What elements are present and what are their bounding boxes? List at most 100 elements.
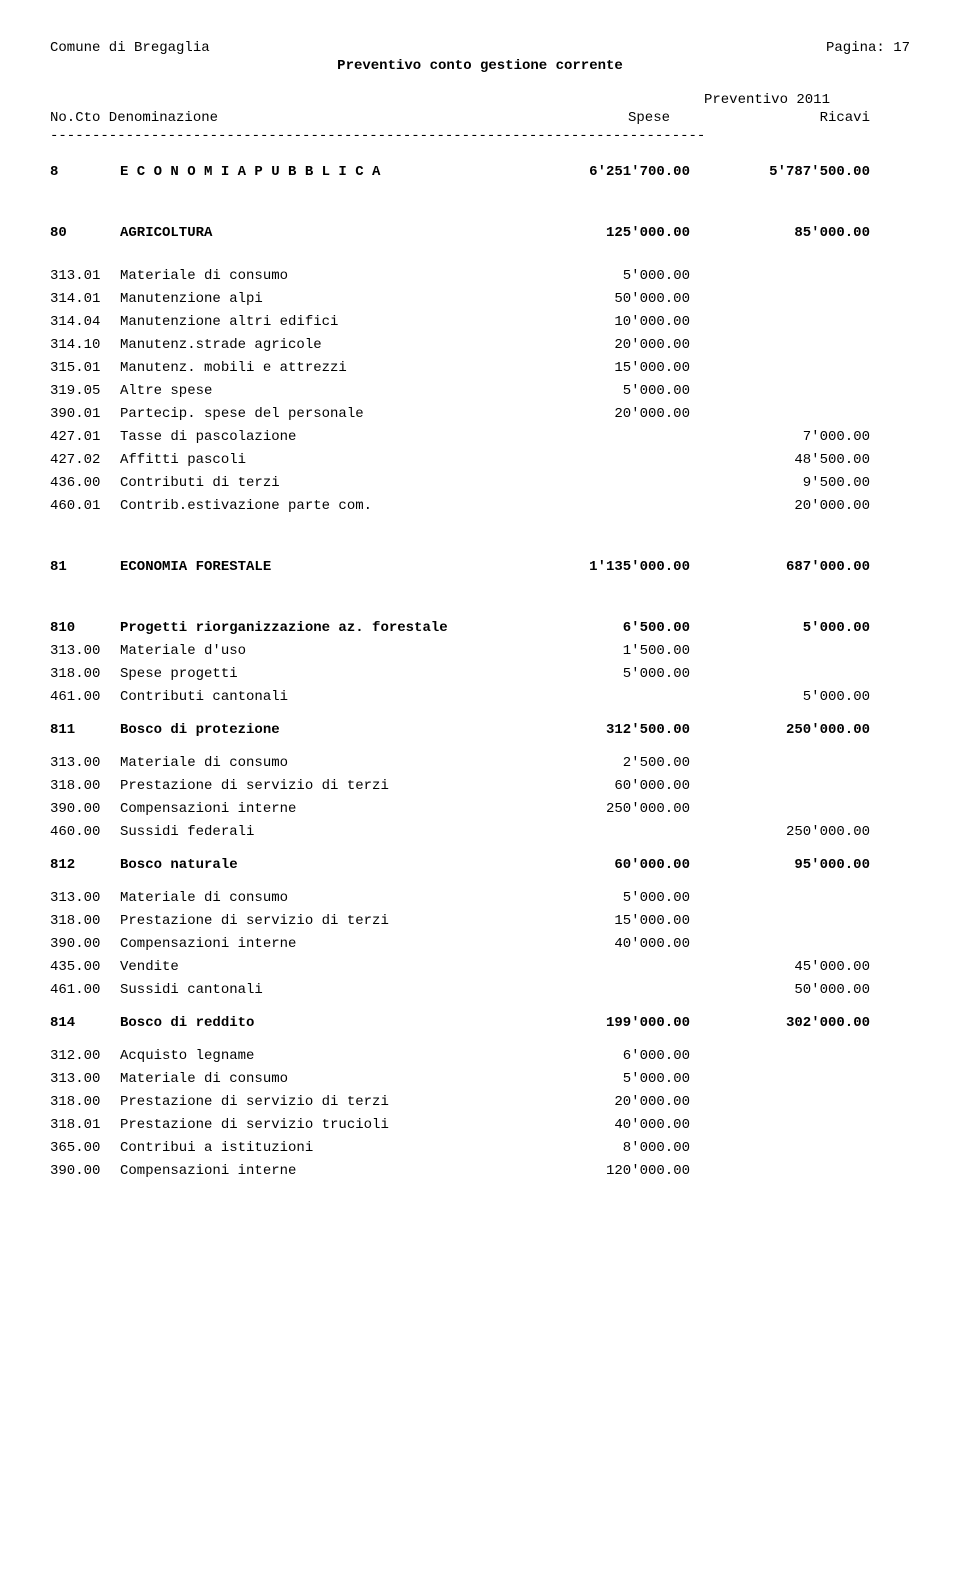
spese-value: 2'500.00 bbox=[510, 753, 690, 774]
account-description: Tasse di pascolazione bbox=[120, 427, 510, 448]
account-code: 435.00 bbox=[50, 957, 120, 978]
table-row: 318.00Prestazione di servizio di terzi15… bbox=[50, 911, 910, 932]
spese-value: 15'000.00 bbox=[510, 911, 690, 932]
ricavi-value: 48'500.00 bbox=[690, 450, 870, 471]
account-description: Compensazioni interne bbox=[120, 799, 510, 820]
account-code: 436.00 bbox=[50, 473, 120, 494]
spese-value: 6'251'700.00 bbox=[510, 162, 690, 183]
spese-value bbox=[510, 450, 690, 471]
spese-value: 15'000.00 bbox=[510, 358, 690, 379]
ricavi-value bbox=[690, 776, 870, 797]
spese-value bbox=[510, 496, 690, 517]
spese-value: 60'000.00 bbox=[510, 855, 690, 876]
account-code: 314.10 bbox=[50, 335, 120, 356]
account-description: Affitti pascoli bbox=[120, 450, 510, 471]
table-row: 812Bosco naturale60'000.0095'000.00 bbox=[50, 855, 910, 876]
spese-value: 5'000.00 bbox=[510, 664, 690, 685]
ricavi-value: 20'000.00 bbox=[690, 496, 870, 517]
spese-value: 20'000.00 bbox=[510, 1092, 690, 1113]
spese-value: 5'000.00 bbox=[510, 1069, 690, 1090]
account-description: Materiale di consumo bbox=[120, 888, 510, 909]
ricavi-value: 687'000.00 bbox=[690, 557, 870, 578]
account-description: Acquisto legname bbox=[120, 1046, 510, 1067]
col-header-left: No.Cto Denominazione bbox=[50, 110, 510, 126]
ricavi-value bbox=[690, 911, 870, 932]
ricavi-value bbox=[690, 358, 870, 379]
account-code: 390.01 bbox=[50, 404, 120, 425]
account-code: 427.01 bbox=[50, 427, 120, 448]
account-description: Bosco di protezione bbox=[120, 720, 510, 741]
account-code: 80 bbox=[50, 223, 120, 244]
account-description: Progetti riorganizzazione az. forestale bbox=[120, 618, 510, 639]
ricavi-value: 250'000.00 bbox=[690, 720, 870, 741]
account-description: Materiale di consumo bbox=[120, 753, 510, 774]
spese-value: 6'500.00 bbox=[510, 618, 690, 639]
account-code: 390.00 bbox=[50, 934, 120, 955]
ricavi-value bbox=[690, 266, 870, 287]
account-description: E C O N O M I A P U B B L I C A bbox=[120, 162, 510, 183]
ricavi-value bbox=[690, 641, 870, 662]
ricavi-value bbox=[690, 934, 870, 955]
ricavi-value: 302'000.00 bbox=[690, 1013, 870, 1034]
spese-value: 312'500.00 bbox=[510, 720, 690, 741]
account-description: Vendite bbox=[120, 957, 510, 978]
account-code: 8 bbox=[50, 162, 120, 183]
account-description: Bosco naturale bbox=[120, 855, 510, 876]
spese-value: 1'135'000.00 bbox=[510, 557, 690, 578]
account-code: 812 bbox=[50, 855, 120, 876]
account-code: 313.01 bbox=[50, 266, 120, 287]
year-label: Preventivo 2011 bbox=[50, 92, 910, 108]
table-row: 811Bosco di protezione312'500.00250'000.… bbox=[50, 720, 910, 741]
account-code: 318.01 bbox=[50, 1115, 120, 1136]
table-row: 315.01Manutenz. mobili e attrezzi15'000.… bbox=[50, 358, 910, 379]
account-code: 390.00 bbox=[50, 799, 120, 820]
ricavi-value: 9'500.00 bbox=[690, 473, 870, 494]
table-row: 318.00Prestazione di servizio di terzi20… bbox=[50, 1092, 910, 1113]
account-code: 814 bbox=[50, 1013, 120, 1034]
table-row: 314.01Manutenzione alpi50'000.00 bbox=[50, 289, 910, 310]
account-description: Contribui a istituzioni bbox=[120, 1138, 510, 1159]
table-row: 81ECONOMIA FORESTALE1'135'000.00687'000.… bbox=[50, 557, 910, 578]
table-row: 314.10Manutenz.strade agricole20'000.00 bbox=[50, 335, 910, 356]
account-description: Sussidi federali bbox=[120, 822, 510, 843]
table-row: 390.01Partecip. spese del personale20'00… bbox=[50, 404, 910, 425]
account-description: AGRICOLTURA bbox=[120, 223, 510, 244]
account-description: Altre spese bbox=[120, 381, 510, 402]
account-description: Materiale di consumo bbox=[120, 1069, 510, 1090]
account-code: 312.00 bbox=[50, 1046, 120, 1067]
table-row: 427.01Tasse di pascolazione7'000.00 bbox=[50, 427, 910, 448]
table-row: 435.00Vendite45'000.00 bbox=[50, 957, 910, 978]
account-description: Sussidi cantonali bbox=[120, 980, 510, 1001]
account-description: Manutenz.strade agricole bbox=[120, 335, 510, 356]
account-description: Compensazioni interne bbox=[120, 1161, 510, 1182]
account-code: 461.00 bbox=[50, 980, 120, 1001]
account-code: 319.05 bbox=[50, 381, 120, 402]
ricavi-value bbox=[690, 888, 870, 909]
account-description: Prestazione di servizio di terzi bbox=[120, 1092, 510, 1113]
ricavi-value bbox=[690, 1161, 870, 1182]
spese-value: 250'000.00 bbox=[510, 799, 690, 820]
table-row: 313.00Materiale di consumo5'000.00 bbox=[50, 888, 910, 909]
table-row: 319.05Altre spese5'000.00 bbox=[50, 381, 910, 402]
account-code: 460.01 bbox=[50, 496, 120, 517]
account-code: 318.00 bbox=[50, 1092, 120, 1113]
spese-value: 1'500.00 bbox=[510, 641, 690, 662]
table-row: 461.00Contributi cantonali5'000.00 bbox=[50, 687, 910, 708]
table-row: 460.01Contrib.estivazione parte com. 20'0… bbox=[50, 496, 910, 517]
ricavi-value: 85'000.00 bbox=[690, 223, 870, 244]
table-row: 461.00Sussidi cantonali50'000.00 bbox=[50, 980, 910, 1001]
table-row: 390.00Compensazioni interne40'000.00 bbox=[50, 934, 910, 955]
spese-value bbox=[510, 980, 690, 1001]
account-description: Bosco di reddito bbox=[120, 1013, 510, 1034]
account-description: Contrib.estivazione parte com. bbox=[120, 496, 510, 517]
table-row: 318.00Prestazione di servizio di terzi60… bbox=[50, 776, 910, 797]
account-code: 315.01 bbox=[50, 358, 120, 379]
ricavi-value bbox=[690, 753, 870, 774]
ricavi-value bbox=[690, 335, 870, 356]
spese-value: 40'000.00 bbox=[510, 1115, 690, 1136]
spese-value: 10'000.00 bbox=[510, 312, 690, 333]
account-code: 314.04 bbox=[50, 312, 120, 333]
account-code: 313.00 bbox=[50, 753, 120, 774]
ricavi-value: 5'000.00 bbox=[690, 687, 870, 708]
table-row: 318.01Prestazione di servizio trucioli40… bbox=[50, 1115, 910, 1136]
